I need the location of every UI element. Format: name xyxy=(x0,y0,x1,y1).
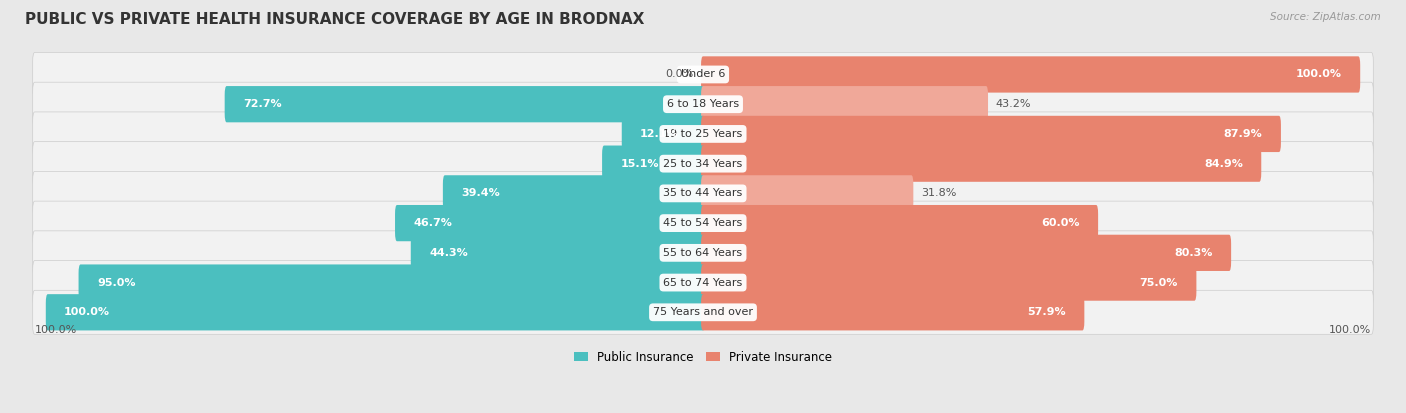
Text: 35 to 44 Years: 35 to 44 Years xyxy=(664,188,742,198)
Text: Source: ZipAtlas.com: Source: ZipAtlas.com xyxy=(1270,12,1381,22)
FancyBboxPatch shape xyxy=(32,52,1374,97)
FancyBboxPatch shape xyxy=(702,264,1197,301)
FancyBboxPatch shape xyxy=(395,205,704,241)
FancyBboxPatch shape xyxy=(32,171,1374,216)
Text: 100.0%: 100.0% xyxy=(1296,69,1341,79)
Text: PUBLIC VS PRIVATE HEALTH INSURANCE COVERAGE BY AGE IN BRODNAX: PUBLIC VS PRIVATE HEALTH INSURANCE COVER… xyxy=(25,12,645,27)
Text: 100.0%: 100.0% xyxy=(1329,325,1371,335)
Text: 19 to 25 Years: 19 to 25 Years xyxy=(664,129,742,139)
Text: 95.0%: 95.0% xyxy=(97,278,135,287)
Text: 55 to 64 Years: 55 to 64 Years xyxy=(664,248,742,258)
FancyBboxPatch shape xyxy=(46,294,704,330)
Text: 15.1%: 15.1% xyxy=(620,159,659,169)
Text: 31.8%: 31.8% xyxy=(921,188,956,198)
Text: 46.7%: 46.7% xyxy=(413,218,453,228)
Text: 57.9%: 57.9% xyxy=(1028,307,1066,317)
FancyBboxPatch shape xyxy=(225,86,704,122)
Text: 44.3%: 44.3% xyxy=(429,248,468,258)
Text: 43.2%: 43.2% xyxy=(995,99,1032,109)
FancyBboxPatch shape xyxy=(702,56,1360,93)
Text: 72.7%: 72.7% xyxy=(243,99,281,109)
FancyBboxPatch shape xyxy=(32,112,1374,156)
FancyBboxPatch shape xyxy=(32,231,1374,275)
FancyBboxPatch shape xyxy=(602,145,704,182)
FancyBboxPatch shape xyxy=(702,145,1261,182)
Text: 60.0%: 60.0% xyxy=(1042,218,1080,228)
FancyBboxPatch shape xyxy=(32,201,1374,245)
Text: 45 to 54 Years: 45 to 54 Years xyxy=(664,218,742,228)
Text: 25 to 34 Years: 25 to 34 Years xyxy=(664,159,742,169)
FancyBboxPatch shape xyxy=(79,264,704,301)
FancyBboxPatch shape xyxy=(702,175,914,211)
FancyBboxPatch shape xyxy=(621,116,704,152)
FancyBboxPatch shape xyxy=(702,235,1232,271)
Text: 75 Years and over: 75 Years and over xyxy=(652,307,754,317)
FancyBboxPatch shape xyxy=(702,294,1084,330)
Text: 12.1%: 12.1% xyxy=(640,129,679,139)
FancyBboxPatch shape xyxy=(702,205,1098,241)
FancyBboxPatch shape xyxy=(702,86,988,122)
FancyBboxPatch shape xyxy=(411,235,704,271)
Text: 0.0%: 0.0% xyxy=(665,69,693,79)
Text: 84.9%: 84.9% xyxy=(1204,159,1243,169)
FancyBboxPatch shape xyxy=(32,82,1374,126)
Text: 100.0%: 100.0% xyxy=(35,325,77,335)
FancyBboxPatch shape xyxy=(32,142,1374,186)
FancyBboxPatch shape xyxy=(702,116,1281,152)
Text: Under 6: Under 6 xyxy=(681,69,725,79)
Text: 6 to 18 Years: 6 to 18 Years xyxy=(666,99,740,109)
Legend: Public Insurance, Private Insurance: Public Insurance, Private Insurance xyxy=(569,346,837,368)
Text: 80.3%: 80.3% xyxy=(1174,248,1213,258)
FancyBboxPatch shape xyxy=(32,261,1374,304)
FancyBboxPatch shape xyxy=(443,175,704,211)
Text: 75.0%: 75.0% xyxy=(1140,278,1178,287)
Text: 100.0%: 100.0% xyxy=(65,307,110,317)
Text: 65 to 74 Years: 65 to 74 Years xyxy=(664,278,742,287)
FancyBboxPatch shape xyxy=(32,290,1374,334)
Text: 87.9%: 87.9% xyxy=(1223,129,1263,139)
Text: 39.4%: 39.4% xyxy=(461,188,501,198)
